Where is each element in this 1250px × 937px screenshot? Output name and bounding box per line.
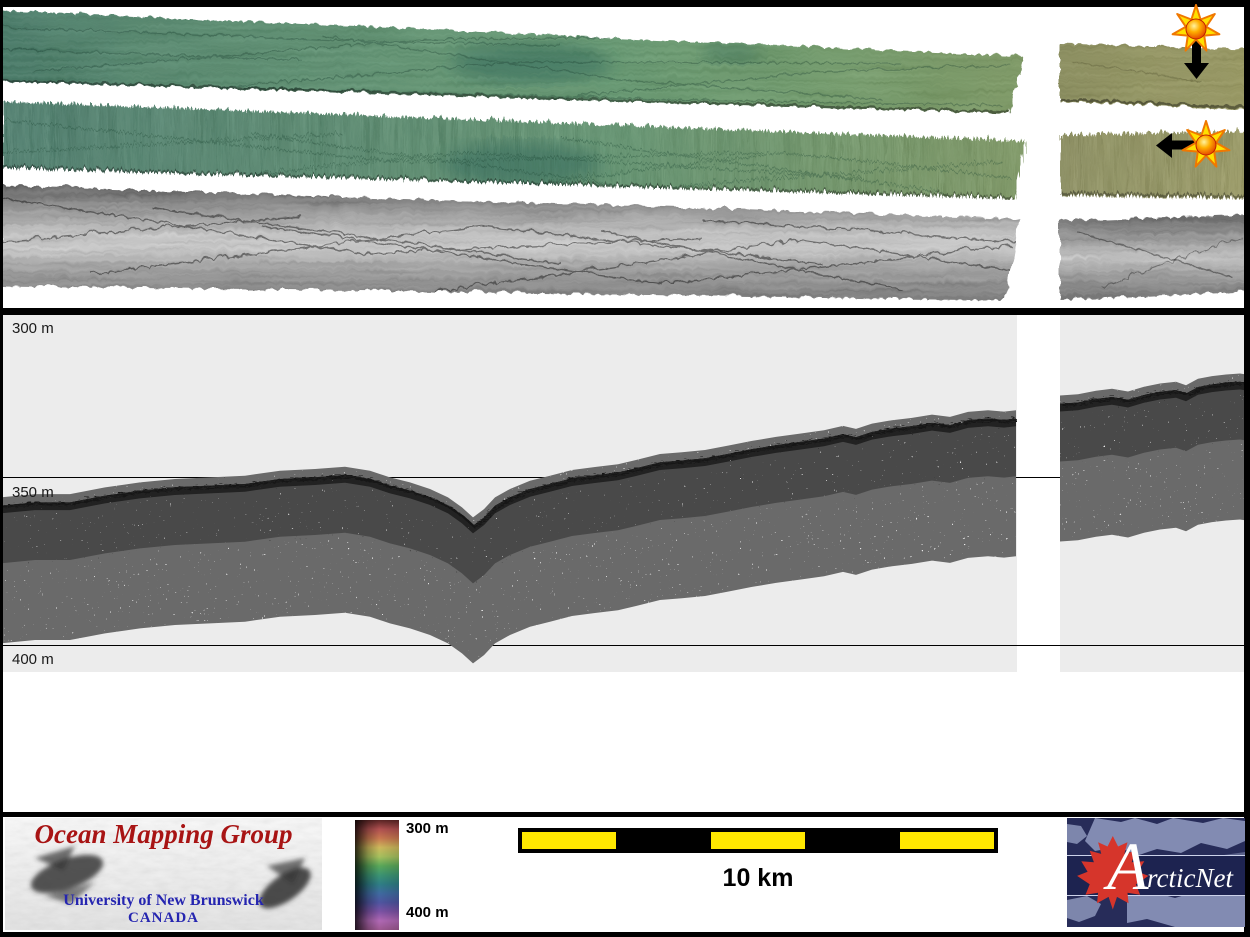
scalebar-segment-5 <box>899 832 995 849</box>
omg-title: Ocean Mapping Group <box>34 819 293 849</box>
scalebar-segment-3 <box>710 832 806 849</box>
swath-panel <box>3 7 1244 308</box>
arcticnet-initial: A <box>1107 828 1149 904</box>
depth-gridline-350m <box>3 477 1244 478</box>
scalebar-segment-4 <box>805 832 900 849</box>
omg-subtitle: University of New Brunswick <box>63 892 264 909</box>
maple-leaf-icon <box>1077 836 1149 910</box>
arcticnet-logo: A rcticNet <box>1067 818 1245 927</box>
omg-logo-background <box>5 818 322 930</box>
omg-country: CANADA <box>128 910 199 926</box>
depth-gridline-400m <box>3 645 1244 646</box>
scalebar-label: 10 km <box>722 864 794 892</box>
arcticnet-wordmark: rcticNet <box>1147 863 1233 893</box>
scalebar-segment-2 <box>616 832 711 849</box>
colorbar-label-400m: 400 m <box>406 904 449 921</box>
echogram-panel <box>3 315 1244 812</box>
sidescan-fish-shadow-right <box>259 858 311 909</box>
bottom-bar: Ocean Mapping Group University of New Br… <box>3 817 1245 932</box>
scalebar <box>518 828 998 853</box>
sidescan-fish-shadow-left <box>30 846 104 904</box>
omg-logo: Ocean Mapping Group University of New Br… <box>5 818 322 930</box>
echogram-right-segment <box>1060 315 1244 672</box>
colorbar-label-300m: 300 m <box>406 820 449 837</box>
scalebar-segment-1 <box>522 832 617 849</box>
maple-leaf-layer <box>1077 836 1149 910</box>
echogram-left-segment <box>3 315 1017 672</box>
depth-colorbar <box>355 820 399 930</box>
